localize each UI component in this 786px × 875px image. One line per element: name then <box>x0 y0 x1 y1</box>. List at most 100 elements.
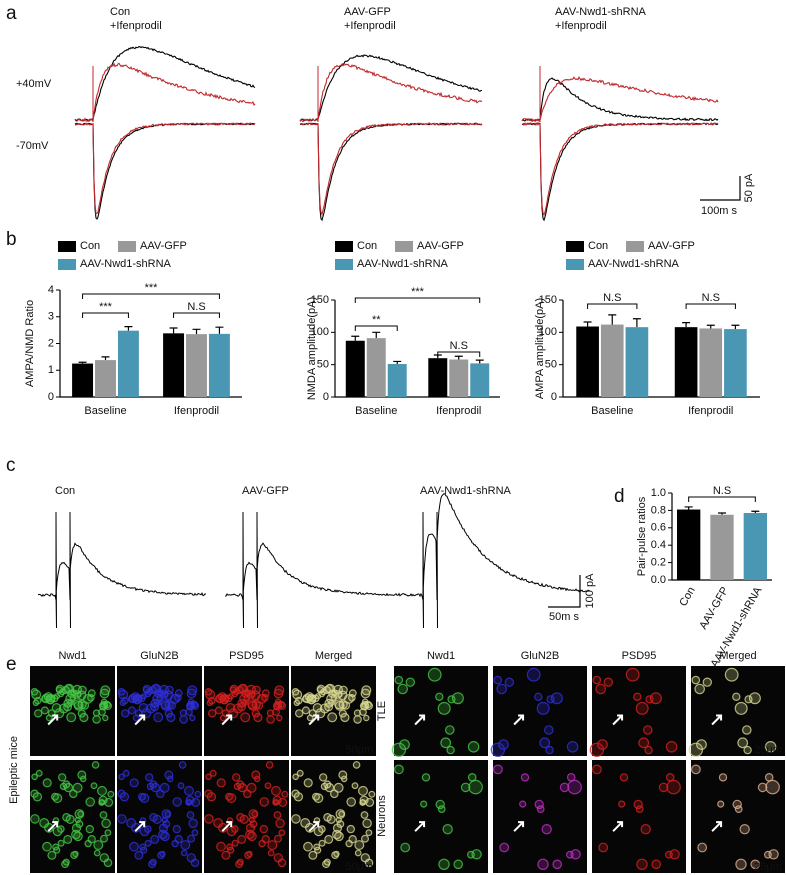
cell <box>240 712 251 723</box>
legend-swatch <box>566 259 584 270</box>
cell <box>104 797 114 807</box>
micrograph <box>30 666 115 756</box>
cell <box>651 859 661 870</box>
legend-swatch <box>118 241 136 252</box>
cell <box>90 782 98 790</box>
cell <box>104 829 112 837</box>
cell <box>158 823 169 833</box>
column-header: GluN2B <box>521 650 560 662</box>
cell <box>117 814 127 824</box>
cell <box>446 745 455 755</box>
cell <box>399 739 410 750</box>
bar <box>387 364 407 397</box>
cell <box>166 712 176 723</box>
cell <box>139 793 150 804</box>
cell <box>52 843 60 851</box>
cell <box>189 714 196 722</box>
cell <box>335 816 342 824</box>
cell <box>658 782 669 793</box>
cell <box>93 840 104 851</box>
cell <box>333 782 344 793</box>
micrograph <box>117 666 202 756</box>
cell <box>100 685 111 696</box>
cell <box>215 693 226 704</box>
cell <box>365 797 375 807</box>
y-tick-label: 1.0 <box>651 487 666 499</box>
group-title: AAV-GFP <box>344 6 391 18</box>
cell <box>226 843 234 851</box>
legend-label: Con <box>588 240 608 252</box>
cell <box>51 702 62 713</box>
trace <box>521 121 719 216</box>
error-bar <box>101 356 110 361</box>
arrow <box>612 821 624 832</box>
cell <box>435 799 445 810</box>
error-bar <box>192 328 201 335</box>
category-label: Ifenprodil <box>174 405 219 417</box>
cell <box>638 737 650 749</box>
significance-bracket <box>173 312 220 318</box>
bar <box>117 330 139 397</box>
cell <box>750 859 760 870</box>
arrow <box>711 714 723 726</box>
cell <box>741 725 752 735</box>
cell <box>735 858 747 871</box>
cell <box>294 696 303 705</box>
cell <box>635 701 649 715</box>
scale-label: 50μm <box>345 744 373 756</box>
cell <box>99 834 108 843</box>
cell <box>694 683 705 695</box>
cell <box>85 797 95 807</box>
arrow <box>47 821 59 832</box>
cell <box>334 831 344 842</box>
cell <box>237 702 247 712</box>
cell <box>184 785 195 796</box>
cell <box>216 841 226 852</box>
cell <box>188 818 198 829</box>
cell <box>122 769 130 777</box>
cell <box>42 841 52 852</box>
cell <box>85 824 95 834</box>
cell <box>351 782 359 790</box>
trace <box>404 492 591 629</box>
cell <box>42 778 52 788</box>
y-axis-label: NMDA amplitude(pA) <box>306 297 318 400</box>
scale-label: 25μm <box>754 861 782 873</box>
cell <box>91 761 100 769</box>
cell <box>323 780 332 789</box>
y-tick-label: 100 <box>539 326 557 338</box>
cell <box>739 824 750 835</box>
cell <box>295 709 304 718</box>
cell <box>346 824 355 834</box>
significance-label: *** <box>411 286 425 298</box>
cell <box>65 814 75 825</box>
cell <box>152 814 162 825</box>
y-tick-label: 0.6 <box>651 522 666 534</box>
cell <box>71 823 82 833</box>
y-tick-label: 50 <box>545 359 557 371</box>
category-label: Ifenprodil <box>688 405 733 417</box>
cell <box>98 799 105 806</box>
cell <box>150 684 160 693</box>
bar <box>95 360 116 397</box>
trace <box>299 121 483 216</box>
cell <box>332 823 343 833</box>
legend-label: Con <box>357 240 377 252</box>
cell <box>306 714 314 722</box>
cell <box>248 816 255 824</box>
column-header: Nwd1 <box>427 650 455 662</box>
cell <box>163 690 174 701</box>
legend-label: AAV-Nwd1-shRNA <box>357 258 449 270</box>
cell <box>92 715 101 724</box>
cell <box>120 709 130 718</box>
cell <box>536 701 550 715</box>
cell <box>327 712 338 723</box>
error-bar <box>475 359 484 364</box>
error-bar <box>731 324 740 330</box>
trace <box>521 122 719 222</box>
cell <box>353 709 361 717</box>
cell <box>361 834 370 843</box>
cell <box>237 684 247 693</box>
cell <box>764 772 774 782</box>
cell <box>467 740 480 753</box>
